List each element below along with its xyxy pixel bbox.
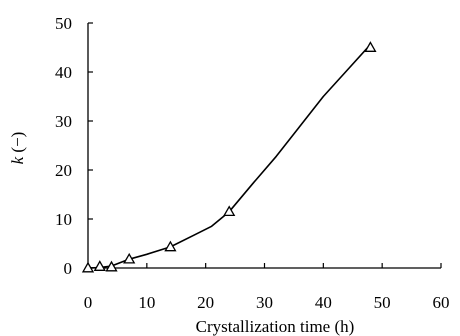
plot-area: 0 10 20 30 40 50 60 0 10 20 30 40 50 <box>55 14 450 312</box>
data-point-marker <box>364 41 377 52</box>
data-point-marker <box>105 260 118 272</box>
x-tick-label: 0 <box>84 293 93 312</box>
data-point-marker <box>81 261 95 273</box>
y-axis-title: k (−) <box>8 132 27 165</box>
x-tick-label: 50 <box>374 293 391 312</box>
y-axis-title-var: k <box>8 156 27 164</box>
x-tick-label: 10 <box>138 293 155 312</box>
data-point-marker <box>164 240 177 252</box>
series-line <box>87 44 371 269</box>
y-tick-label: 50 <box>55 14 72 33</box>
data-point-marker <box>93 260 106 271</box>
y-tick-label: 40 <box>55 63 72 82</box>
y-tick-label: 20 <box>55 161 72 180</box>
x-tick-label: 20 <box>197 293 214 312</box>
y-tick-label: 10 <box>55 210 72 229</box>
x-tick-label: 40 <box>315 293 332 312</box>
data-point-marker <box>123 252 136 264</box>
x-axis-title: Crystallization time (h) <box>196 317 355 336</box>
y-tick-label: 30 <box>55 112 72 131</box>
y-axis-title-unit: (−) <box>8 132 27 157</box>
x-tick-label: 30 <box>256 293 273 312</box>
y-tick-label: 0 <box>64 259 73 278</box>
x-tick-label: 60 <box>433 293 450 312</box>
data-point-marker <box>223 205 236 217</box>
